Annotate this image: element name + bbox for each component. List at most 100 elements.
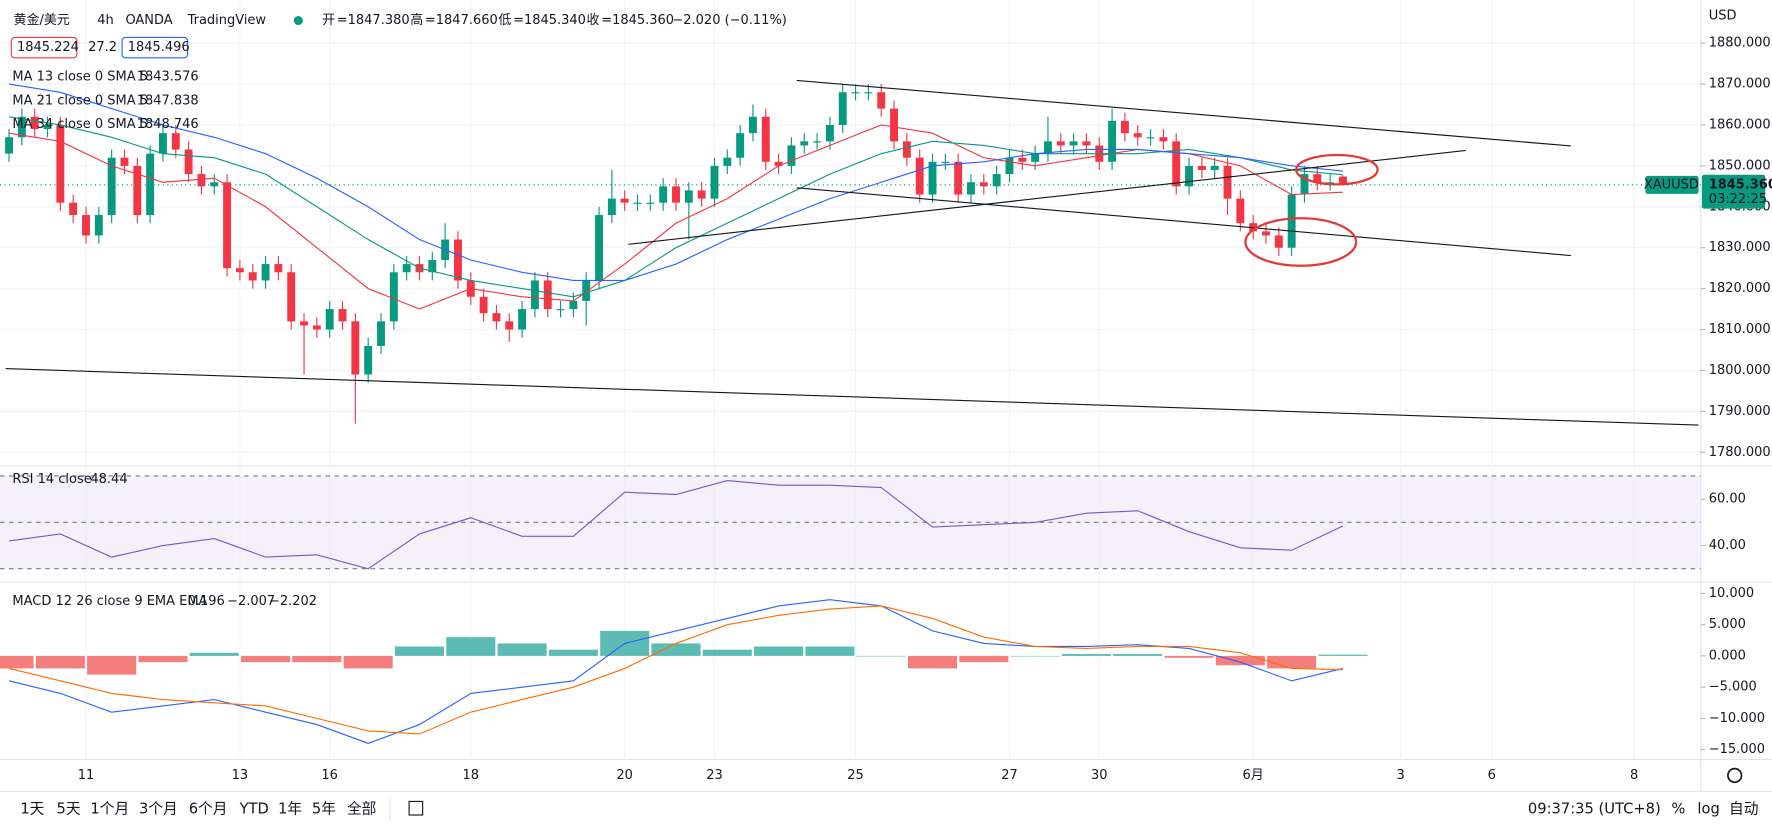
scale-option[interactable]: % — [1671, 800, 1685, 817]
y-tick-label: −5.000 — [1709, 680, 1757, 695]
candle-body — [94, 214, 103, 236]
histogram-bar — [754, 646, 804, 656]
range-button[interactable]: 6个月 — [189, 800, 228, 817]
candle-body — [454, 239, 462, 281]
header-text: OANDA — [125, 13, 172, 28]
y-tick-label: 10.000 — [1709, 586, 1754, 601]
x-tick-label: 30 — [1091, 768, 1108, 783]
candle-body — [43, 124, 52, 130]
range-button[interactable]: YTD — [239, 800, 269, 817]
candle-body — [5, 137, 13, 154]
overlay: 1780.0001790.0001800.0001810.0001820.000… — [10, 9, 1772, 817]
candle-body — [864, 92, 873, 94]
candle-body — [530, 280, 539, 310]
candle-body — [1108, 120, 1117, 162]
y-tick-label: 1780.000 — [1709, 445, 1771, 460]
candle-body — [261, 264, 270, 281]
pane-borders — [0, 0, 1772, 792]
x-tick-label: 6 — [1488, 768, 1496, 783]
histogram-bar — [1164, 655, 1214, 658]
range-button[interactable]: 1个月 — [90, 800, 129, 817]
histogram-bar — [1267, 655, 1317, 669]
range-button[interactable]: 1天 — [20, 800, 44, 817]
candle-body — [954, 161, 963, 195]
candle-body — [428, 259, 437, 273]
candle-body — [120, 157, 129, 166]
histogram-bar — [907, 655, 958, 669]
settings-icon[interactable] — [1727, 767, 1743, 784]
candle-body — [979, 182, 988, 187]
quote-value: =1847.380 — [337, 13, 410, 28]
price-tag-label: 1845.360 — [1709, 177, 1772, 192]
histogram-bar — [394, 646, 444, 656]
symbol-tag — [1645, 175, 1699, 194]
range-button[interactable]: 3个月 — [139, 800, 178, 817]
candle-body — [1172, 141, 1181, 187]
y-tick-label: 1790.000 — [1709, 404, 1771, 419]
legend-value: −2.007 — [227, 594, 275, 609]
histogram-bar — [1061, 654, 1111, 656]
candle-body — [518, 309, 527, 330]
quote-value: =1845.360 — [601, 13, 674, 28]
candle-body — [107, 157, 116, 215]
candle-body — [1044, 141, 1052, 154]
histogram-bar — [959, 655, 1009, 663]
candle-body — [967, 182, 975, 195]
candle-body — [1120, 120, 1129, 134]
y-tick-label: 1800.000 — [1709, 363, 1771, 378]
candle-body — [620, 198, 629, 203]
candle-body — [915, 157, 924, 195]
range-button[interactable]: 5年 — [312, 800, 336, 817]
moving-average-line — [8, 83, 1343, 282]
legend-value: −2.202 — [269, 594, 317, 609]
candle-body — [338, 309, 347, 322]
candle-body — [377, 321, 385, 346]
candle-body — [1005, 157, 1014, 175]
x-tick-label: 20 — [616, 768, 633, 783]
x-tick-label: 23 — [706, 768, 723, 783]
ask-box[interactable] — [121, 36, 189, 59]
ask-price[interactable]: 1845.496 — [128, 40, 190, 55]
x-tick-label: 6月 — [1243, 768, 1264, 783]
quote-label: 高 — [410, 12, 423, 28]
candle-body — [774, 161, 783, 166]
candle-body — [1146, 137, 1155, 139]
candle-body — [274, 264, 283, 273]
y-tick-label: 40.00 — [1709, 538, 1746, 553]
scale-option[interactable]: log — [1697, 800, 1719, 817]
candle-body — [17, 116, 26, 138]
histogram-bar — [497, 643, 547, 656]
candle-body — [325, 309, 334, 330]
candle-body — [607, 198, 616, 215]
histogram-bar — [1113, 654, 1163, 656]
clock: 09:37:35 (UTC+8) — [1528, 800, 1661, 817]
highlight-ellipses — [1244, 153, 1379, 267]
histogram-bar — [138, 655, 188, 663]
candle-body — [1069, 141, 1078, 146]
candle-body — [133, 165, 142, 215]
candle-body — [787, 145, 796, 166]
range-button[interactable]: 5天 — [57, 800, 81, 817]
candle-body — [312, 325, 321, 330]
candle-body — [672, 186, 680, 203]
histogram-bar — [856, 655, 906, 657]
date-range-icon[interactable] — [408, 800, 424, 816]
price-tag — [1701, 174, 1766, 209]
header-text: TradingView — [187, 13, 267, 28]
range-button[interactable]: 1年 — [278, 800, 302, 817]
bid-box[interactable] — [10, 36, 78, 59]
candle-body — [1274, 235, 1283, 248]
candle-body — [659, 186, 668, 203]
candle-body — [1133, 133, 1142, 138]
scale-option[interactable]: 自动 — [1729, 800, 1758, 817]
legend-name: MACD 12 26 close 9 EMA EMA — [12, 594, 207, 609]
histogram-bar — [651, 643, 701, 656]
bid-price[interactable]: 1845.224 — [17, 40, 79, 55]
candle-body — [902, 141, 911, 158]
candle-body — [479, 296, 488, 314]
range-button[interactable]: 全部 — [347, 799, 376, 817]
legend-value: 0.196 — [188, 594, 225, 609]
candle-body — [1223, 165, 1232, 199]
y-tick-label: 5.000 — [1709, 617, 1746, 632]
x-tick-label: 16 — [321, 768, 338, 783]
